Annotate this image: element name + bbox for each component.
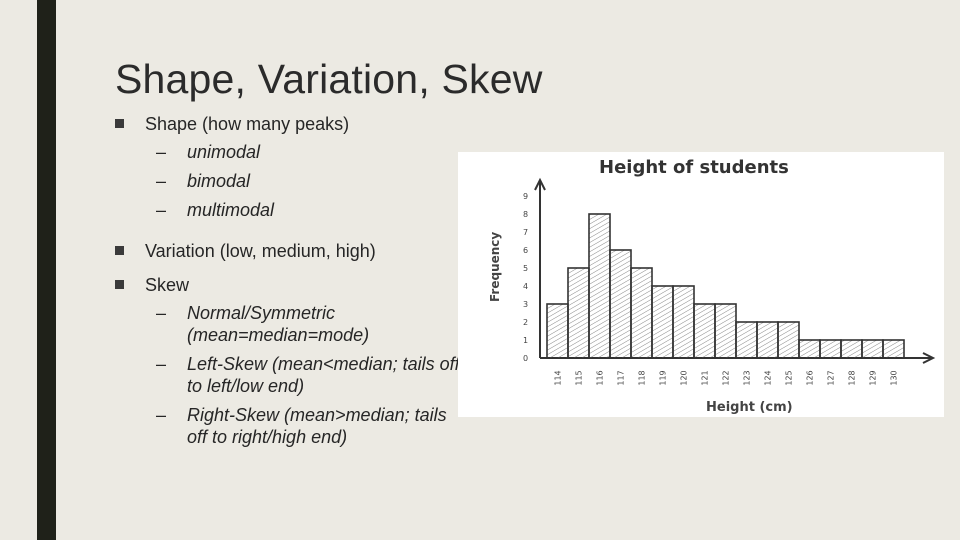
sub-item-text: Right-Skew (mean>median; tails off to ri… [187, 405, 447, 447]
chart-bars [546, 213, 905, 359]
x-tick-label: 125 [785, 370, 794, 385]
sub-item: – Left-Skew (mean<median; tails off to le… [115, 353, 460, 397]
histogram-bar [861, 339, 884, 359]
histogram-bar [840, 339, 863, 359]
y-tick-label: 3 [523, 300, 528, 309]
sub-item-text: unimodal [187, 142, 261, 162]
histogram-bar [777, 321, 800, 359]
sub-item: – multimodal [115, 199, 460, 221]
bullet-list: Shape (how many peaks) – unimodal – bimoda… [115, 113, 460, 455]
bullet-variation: Variation (low, medium, high) [115, 240, 460, 262]
x-tick-label: 119 [659, 370, 668, 385]
x-axis-arrow [922, 352, 936, 364]
dash-marker: – [156, 354, 167, 374]
x-axis-label: Height (cm) [706, 400, 793, 415]
sub-item-text: Normal/Symmetric (mean=median=mode) [187, 303, 370, 345]
sub-item: – Right-Skew (mean>median; tails off to r… [115, 404, 460, 448]
histogram-bar [693, 303, 716, 359]
side-accent-bar [37, 0, 56, 540]
x-tick-label: 130 [890, 370, 899, 385]
square-bullet-icon [115, 280, 124, 289]
x-tick-label: 128 [848, 370, 857, 385]
histogram-bar [588, 213, 611, 359]
histogram-bar [546, 303, 569, 359]
histogram-bar [882, 339, 905, 359]
x-tick-label: 127 [827, 370, 836, 385]
histogram-bar [630, 267, 653, 359]
histogram-bar [798, 339, 821, 359]
skew-sub-list: – Normal/Symmetric (mean=median=mode) – Le… [115, 302, 460, 448]
square-bullet-icon [115, 246, 124, 255]
y-tick-label: 7 [523, 228, 528, 237]
y-tick-label: 9 [523, 192, 528, 201]
bullet-skew: Skew [115, 274, 460, 296]
histogram-bar [756, 321, 779, 359]
bullet-text: Variation (low, medium, high) [145, 241, 376, 261]
x-tick-label: 126 [806, 370, 815, 385]
y-tick-label: 6 [523, 246, 528, 255]
histogram-bar [651, 285, 674, 359]
sub-item-text: bimodal [187, 171, 251, 191]
y-tick-label: 2 [523, 318, 528, 327]
histogram-bar [672, 285, 695, 359]
sub-item: – Normal/Symmetric (mean=median=mode) [115, 302, 460, 346]
histogram-bar [567, 267, 590, 359]
square-bullet-icon [115, 119, 124, 128]
y-tick-label: 4 [523, 282, 528, 291]
x-tick-label: 118 [638, 370, 647, 385]
histogram-bar [714, 303, 737, 359]
dash-marker: – [156, 171, 167, 191]
y-axis-arrow [534, 177, 546, 191]
sub-item-text: Left-Skew (mean<median; tails off to lef… [187, 354, 460, 396]
x-tick-label: 116 [596, 370, 605, 385]
histogram-bar [735, 321, 758, 359]
sub-item-text: multimodal [187, 200, 275, 220]
y-tick-label: 8 [523, 210, 528, 219]
x-tick-label: 117 [617, 370, 626, 385]
x-tick-label: 124 [764, 370, 773, 385]
y-tick-label: 1 [523, 336, 528, 345]
chart-title: Height of students [599, 157, 789, 178]
x-tick-label: 120 [680, 370, 689, 385]
x-tick-label: 115 [575, 370, 584, 385]
x-tick-label: 122 [722, 370, 731, 385]
x-tick-label: 114 [554, 370, 563, 385]
y-tick-labels: 0 1 2 3 4 5 6 7 8 9 [523, 192, 528, 363]
histogram-bar [819, 339, 842, 359]
x-tick-label: 121 [701, 370, 710, 385]
x-tick-label: 129 [869, 370, 878, 385]
histogram-bar [609, 249, 632, 359]
sub-item: – bimodal [115, 170, 460, 192]
bullet-shape: Shape (how many peaks) [115, 113, 460, 135]
x-tick-label: 123 [743, 370, 752, 385]
y-axis-label: Frequency [488, 232, 502, 302]
shape-sub-list: – unimodal – bimodal – multimodal [115, 141, 460, 221]
dash-marker: – [156, 200, 167, 220]
bullet-text: Shape (how many peaks) [145, 114, 350, 134]
histogram-image: Height of students Frequency Height (cm)… [458, 152, 944, 417]
dash-marker: – [156, 303, 167, 323]
y-tick-label: 5 [523, 264, 528, 273]
bullet-text: Skew [145, 275, 190, 295]
x-tick-labels: 114 115 116 117 118 119 120 121 122 123 124 125 126 1… [554, 370, 899, 385]
slide-title: Shape, Variation, Skew [115, 56, 543, 102]
sub-item: – unimodal [115, 141, 460, 163]
y-tick-label: 0 [523, 354, 528, 363]
dash-marker: – [156, 405, 167, 425]
histogram-chart: Height of students Frequency Height (cm)… [488, 157, 936, 415]
dash-marker: – [156, 142, 167, 162]
